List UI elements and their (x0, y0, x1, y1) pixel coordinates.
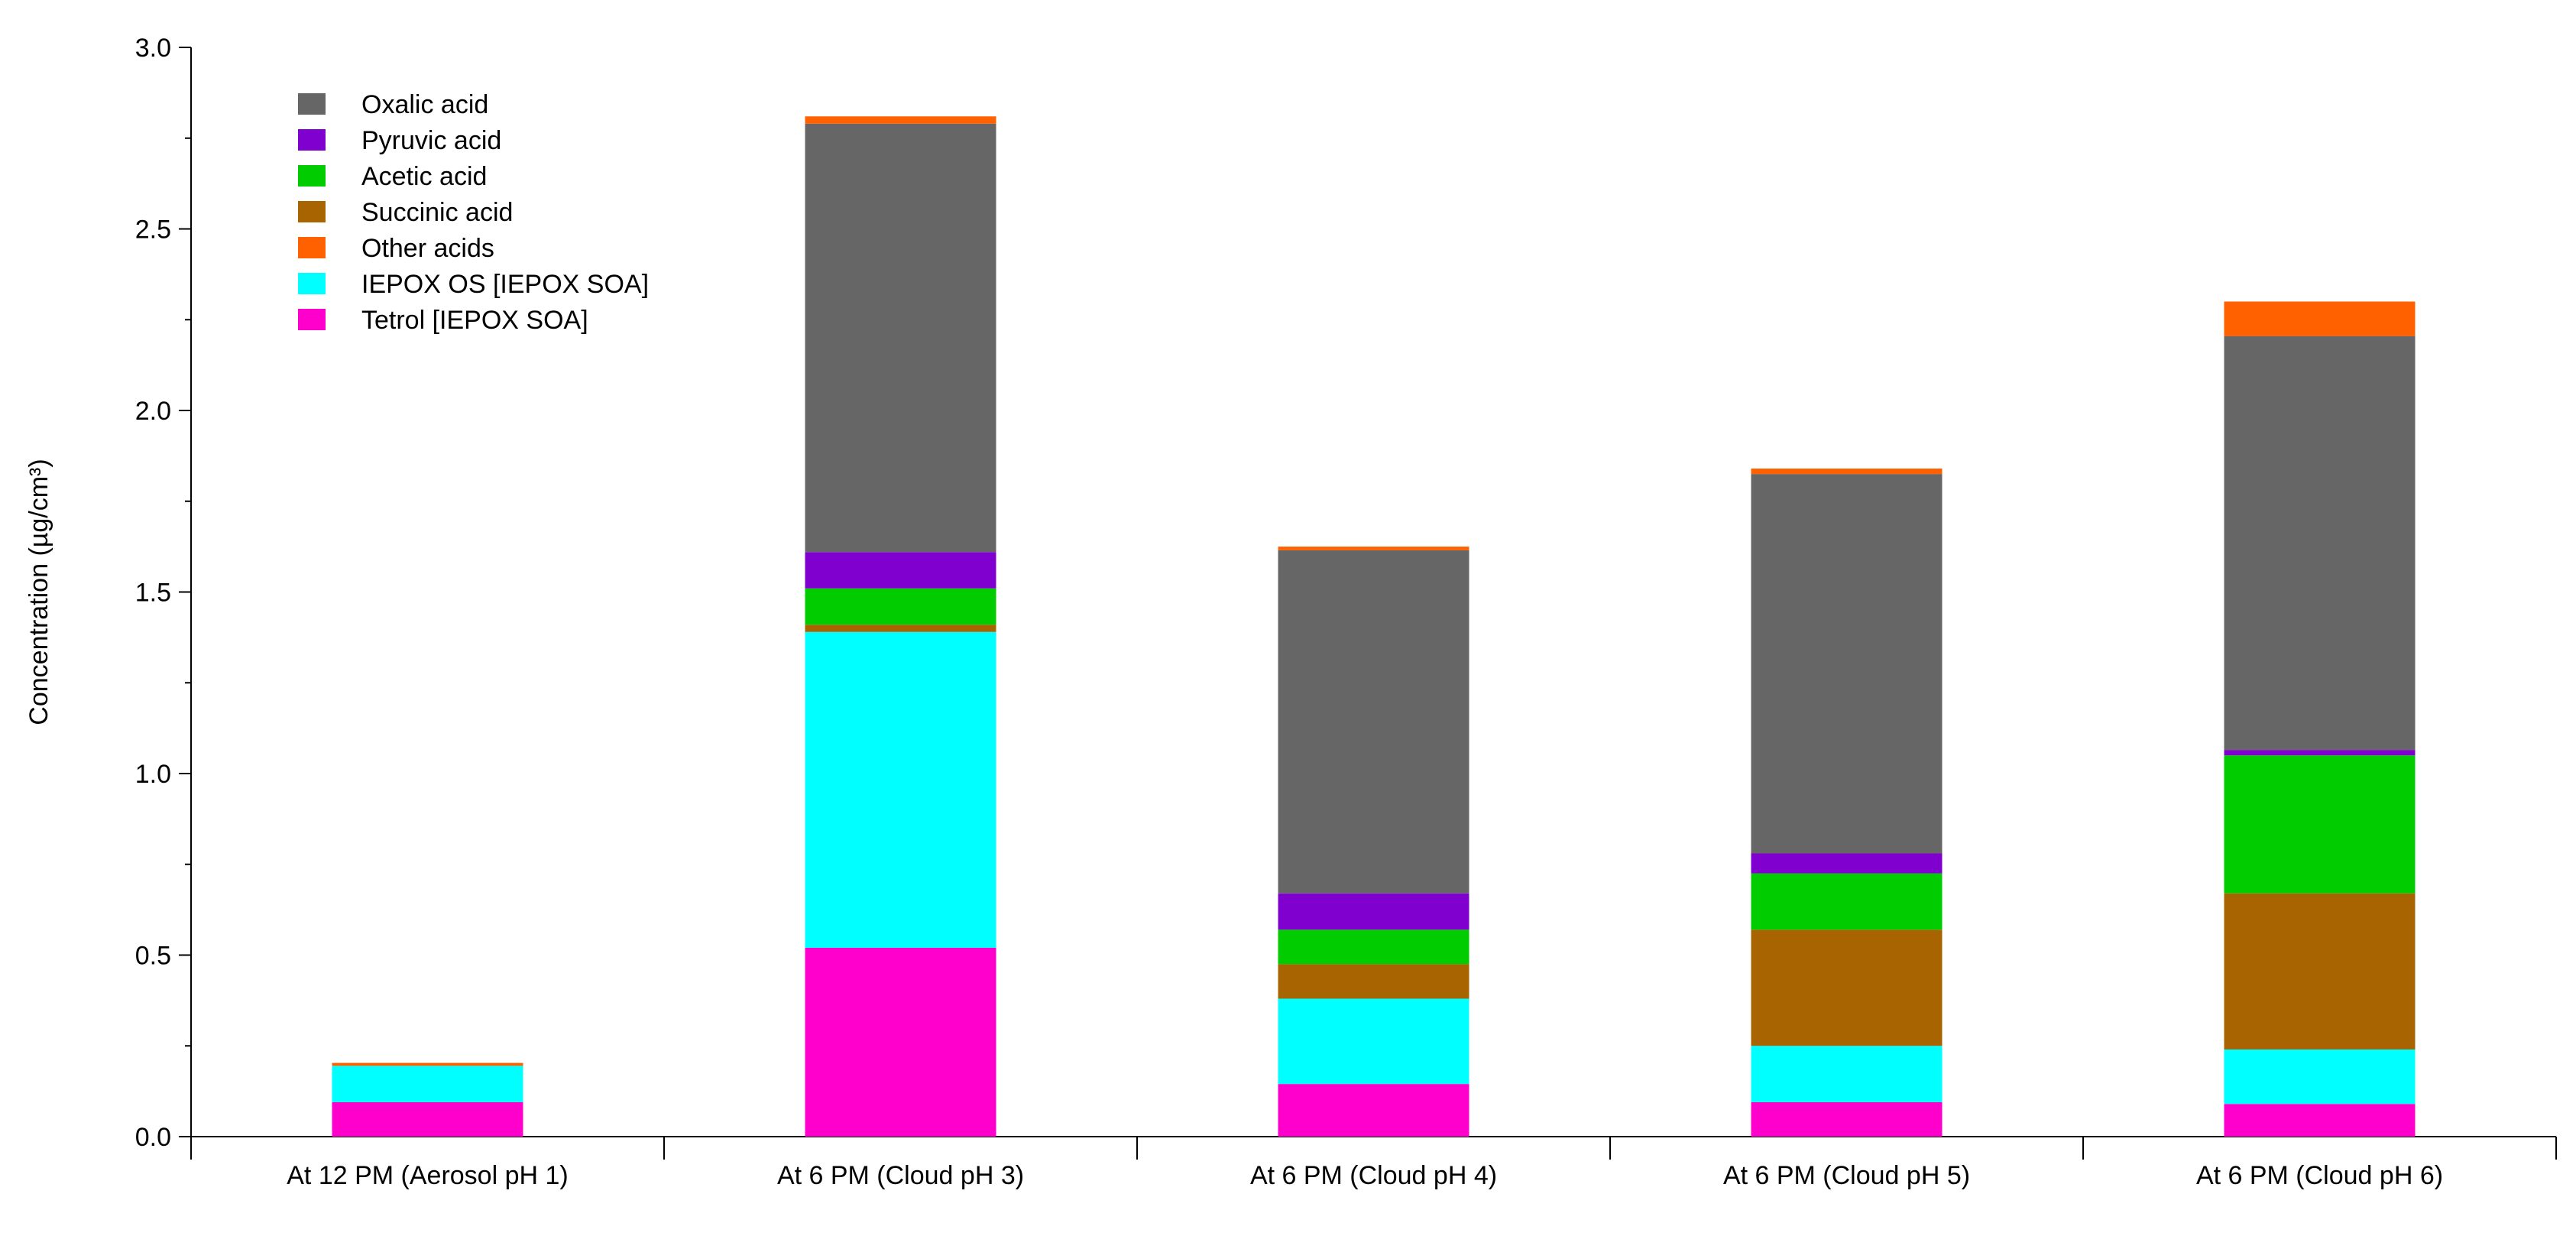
bar-segment (805, 631, 996, 948)
bar-segment (2224, 750, 2416, 756)
bar-segment (1751, 1046, 1943, 1102)
legend-swatch (298, 93, 326, 115)
bar-segment (805, 552, 996, 589)
x-category-label: At 12 PM (Aerosol pH 1) (287, 1161, 568, 1190)
bar-segment (1751, 474, 1943, 854)
legend-label: Other acids (361, 234, 494, 263)
legend-label: Oxalic acid (361, 90, 488, 119)
y-tick-label: 1.0 (135, 760, 171, 789)
bar-segment (1751, 853, 1943, 874)
legend-label: Pyruvic acid (361, 126, 501, 155)
bar-segment (332, 1101, 523, 1137)
bar-segment (1751, 1101, 1943, 1137)
bar-segment (2224, 301, 2416, 336)
y-tick-label: 0.0 (135, 1123, 171, 1152)
bar-segment (1278, 893, 1469, 930)
x-category-label: At 6 PM (Cloud pH 4) (1250, 1161, 1497, 1190)
bar-segment (1278, 929, 1469, 965)
bar-segment (1278, 1084, 1469, 1137)
bars (332, 116, 2416, 1137)
bar-segment (2224, 893, 2416, 1049)
bar-segment (1278, 998, 1469, 1085)
y-tick-label: 2.0 (135, 397, 171, 426)
legend-swatch (298, 201, 326, 222)
y-axis-label: Concentration (µg/cm³) (24, 459, 53, 725)
legend-swatch (298, 273, 326, 294)
legend: Oxalic acid Pyruvic acid Acetic acid Succin… (298, 90, 649, 335)
bar-segment (805, 948, 996, 1137)
legend-label: Acetic acid (361, 162, 487, 191)
x-category-label: At 6 PM (Cloud pH 6) (2196, 1161, 2443, 1190)
y-tick-label: 0.5 (135, 942, 171, 971)
bar-segment (2224, 1049, 2416, 1105)
bar-segment (805, 588, 996, 625)
bar-segment (805, 116, 996, 124)
bar-segment (1278, 964, 1469, 999)
legend-swatch (298, 309, 326, 330)
bar-segment (805, 123, 996, 553)
axes: 0.0 0.5 1.0 1.5 2.0 2.5 3.0 At 12 PM (Aerosol p… (135, 34, 2557, 1190)
bar-segment (1751, 873, 1943, 930)
bar-segment (1751, 929, 1943, 1046)
legend-label: IEPOX OS [IEPOX SOA] (361, 270, 649, 299)
bar-segment (332, 1062, 523, 1066)
legend-swatch (298, 129, 326, 151)
y-tick-label: 1.5 (135, 579, 171, 608)
bar-segment (1278, 550, 1469, 894)
y-tick-label: 3.0 (135, 34, 171, 63)
legend-label: Succinic acid (361, 198, 513, 227)
legend-swatch (298, 237, 326, 258)
bar-segment (2224, 1104, 2416, 1137)
bar-segment (2224, 336, 2416, 751)
bar-segment (332, 1066, 523, 1102)
bar-segment (805, 624, 996, 632)
bar-segment (1278, 547, 1469, 550)
x-category-label: At 6 PM (Cloud pH 3) (777, 1161, 1024, 1190)
x-category-label: At 6 PM (Cloud pH 5) (1723, 1161, 1970, 1190)
legend-swatch (298, 165, 326, 187)
bar-segment (2224, 755, 2416, 894)
legend-label: Tetrol [IEPOX SOA] (361, 306, 588, 335)
y-tick-label: 2.5 (135, 216, 171, 245)
bar-segment (1751, 469, 1943, 475)
